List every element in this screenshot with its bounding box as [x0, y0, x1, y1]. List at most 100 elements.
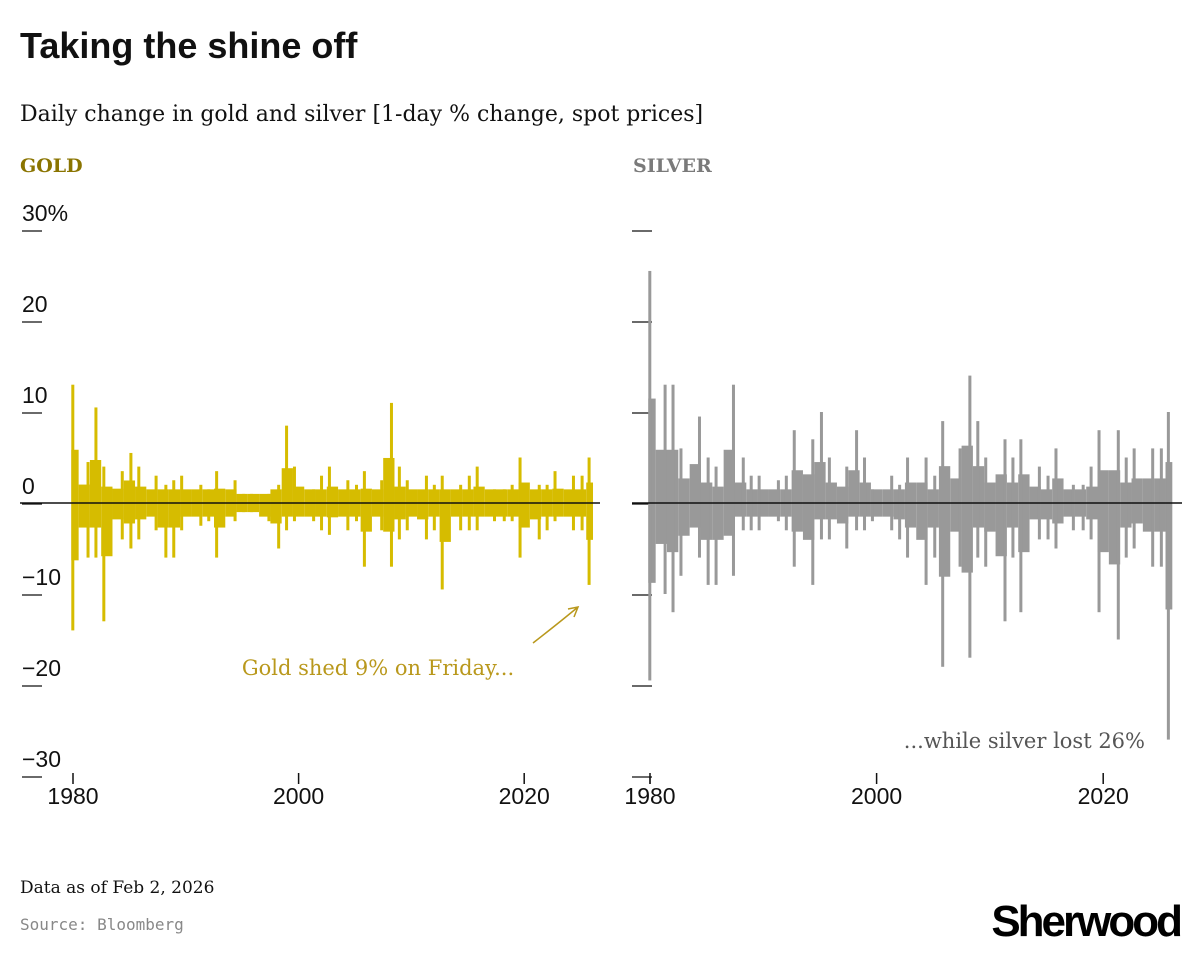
silver-xtick-label: 2020	[1078, 783, 1129, 809]
gold-ytick-label: 30%	[22, 200, 68, 226]
silver-bar-spike	[679, 448, 683, 576]
silver-bar-band	[723, 449, 735, 536]
gold-bar-spike	[285, 425, 289, 531]
gold-bar-spike	[199, 484, 203, 526]
gold-bar-spike	[312, 489, 316, 522]
silver-bar-band	[848, 470, 860, 517]
gold-bar-spike	[537, 484, 541, 540]
silver-bar-spike	[671, 384, 675, 613]
silver-bar-spike	[984, 457, 988, 567]
silver-bar-spike	[1054, 448, 1058, 549]
silver-bar-spike	[958, 448, 962, 567]
silver-bar-spike	[731, 384, 735, 576]
silver-bar-band	[1131, 478, 1143, 524]
silver-bar-spike	[1003, 439, 1007, 622]
silver-bar-spike	[811, 439, 815, 585]
silver-bar-spike	[706, 457, 710, 585]
gold-bar-spike	[102, 466, 106, 622]
silver-bar-spike	[1071, 484, 1075, 531]
gold-bar-spike	[440, 475, 444, 590]
gold-bar-band	[473, 486, 485, 517]
gold-bar-band	[326, 486, 339, 518]
silver-bar-band	[648, 398, 656, 583]
silver-bar-band	[1108, 470, 1121, 565]
silver-bar-spike	[870, 489, 874, 522]
sherwood-logo: Sherwood	[991, 897, 1180, 946]
silver-annotation: ...while silver lost 26%	[904, 729, 1145, 753]
gold-xtick-label: 2000	[273, 783, 324, 809]
chart-title: Taking the shine off	[20, 25, 358, 66]
gold-bar-spike	[164, 484, 168, 558]
silver-bar-spike	[1046, 475, 1050, 540]
gold-bar-spike	[267, 493, 271, 522]
silver-bar-spike	[898, 484, 902, 540]
gold-bar-band	[360, 488, 372, 532]
gold-bar-spike	[405, 480, 409, 531]
gold-bar-spike	[432, 484, 436, 531]
silver-bar-spike	[819, 412, 823, 540]
silver-bar-spike	[1151, 448, 1155, 567]
silver-bar-spike	[968, 375, 972, 658]
gold-bar-spike	[502, 489, 506, 522]
gold-bar-band	[439, 489, 451, 542]
gold-bar-band	[112, 488, 124, 520]
silver-bar-spike	[855, 430, 859, 531]
gold-bar-band	[383, 457, 395, 532]
silver-bar-band	[678, 478, 690, 536]
gold-bar-spike	[380, 480, 384, 531]
gold-bar-spike	[94, 407, 98, 558]
gold-xtick-label: 1980	[47, 783, 98, 809]
gold-panel-label: GOLD	[20, 155, 83, 177]
gold-bar-band	[518, 482, 530, 528]
gold-bar-spike	[346, 480, 350, 531]
silver-bar-band	[904, 482, 917, 528]
gold-bar-spike	[207, 489, 211, 522]
silver-bar-band	[836, 486, 849, 524]
silver-bar-band	[1097, 470, 1109, 553]
gold-bar-band	[529, 489, 542, 520]
silver-bar-spike	[863, 457, 867, 531]
silver-bar-spike	[1124, 457, 1128, 558]
silver-bar-band	[1052, 478, 1064, 524]
gold-bar-band	[292, 486, 305, 517]
gold-ytick-label: 20	[22, 291, 48, 317]
silver-bar-band	[995, 474, 1007, 557]
gold-bar-spike	[362, 471, 366, 567]
gold-bar-spike	[493, 489, 496, 522]
silver-bar-band	[950, 478, 962, 532]
silver-bar-spike	[1116, 430, 1120, 640]
gold-bar-spike	[215, 471, 219, 558]
gold-bar-band	[78, 484, 90, 528]
silver-bar-band	[734, 482, 747, 517]
gold-bar-spike	[553, 471, 557, 522]
silver-series	[648, 270, 1173, 740]
silver-bar-spike	[1081, 484, 1085, 531]
silver-bar-spike	[648, 270, 652, 681]
gold-ytick-label: −10	[22, 564, 61, 590]
gold-bar-band	[259, 493, 271, 517]
silver-bar-spike	[663, 384, 667, 594]
chart-subtitle: Daily change in gold and silver [1-day %…	[20, 102, 703, 127]
gold-bar-spike	[292, 466, 296, 522]
gold-xtick-label: 2020	[499, 783, 550, 809]
silver-bar-spike	[714, 466, 718, 585]
gold-bar-spike	[120, 471, 124, 540]
gold-bar-spike	[172, 480, 176, 558]
silver-bar-spike	[976, 421, 980, 558]
gold-bar-spike	[277, 484, 281, 549]
silver-bar-spike	[1097, 430, 1101, 613]
silver-bar-band	[791, 470, 803, 532]
gold-bar-spike	[424, 475, 428, 540]
silver-bar-spike	[906, 457, 910, 558]
gold-series	[71, 384, 594, 631]
silver-bar-spike	[1011, 457, 1015, 558]
silver-bar-spike	[1019, 439, 1023, 613]
gold-bar-spike	[233, 480, 237, 522]
silver-bar-band	[938, 466, 951, 577]
gold-bar-spike	[327, 466, 331, 535]
gold-ytick-label: −30	[22, 746, 61, 772]
silver-bar-spike	[845, 466, 849, 549]
silver-bar-spike	[933, 475, 937, 558]
gold-bar-spike	[545, 484, 549, 531]
